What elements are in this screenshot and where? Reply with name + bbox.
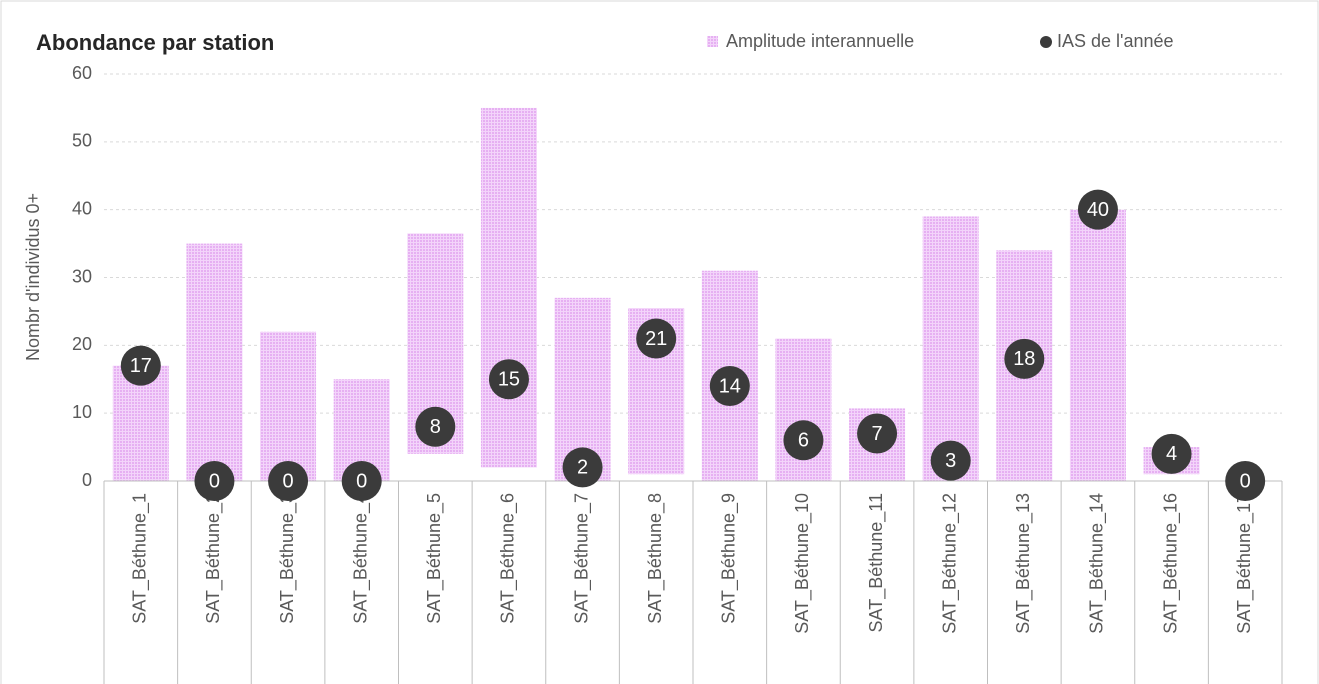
ias-label: 4	[1166, 443, 1177, 465]
ias-dot	[268, 461, 309, 501]
x-tick-label: SAT_Béthune_1	[130, 493, 151, 624]
ias-dot	[930, 440, 971, 481]
ias-dot	[341, 461, 382, 501]
ias-label: 7	[872, 423, 883, 445]
y-tick-label: 30	[72, 266, 92, 286]
x-tick-label: SAT_Béthune_6	[498, 493, 519, 624]
legend-swatch	[1040, 36, 1052, 48]
ias-label: 0	[356, 470, 367, 492]
ias-dot	[857, 413, 898, 454]
range-bar	[186, 243, 243, 481]
x-tick-label: SAT_Béthune_16	[1160, 493, 1181, 634]
y-tick-label: 40	[72, 198, 92, 218]
ias-dot	[1151, 433, 1192, 474]
ias-label: 17	[130, 355, 152, 377]
x-tick-label: SAT_Béthune_2	[203, 493, 224, 624]
ias-label: 21	[645, 328, 667, 350]
range-bar	[260, 331, 317, 481]
x-tick-label: SAT_Béthune_4	[350, 493, 371, 624]
ias-label: 18	[1013, 348, 1035, 370]
legend-swatch	[707, 36, 718, 47]
legend-label: Amplitude interannuelle	[726, 31, 914, 51]
chart-title: Abondance par station	[36, 30, 274, 55]
range-bar	[922, 216, 979, 481]
range-bar	[1069, 209, 1126, 481]
ias-label: 3	[945, 450, 956, 472]
ias-label: 40	[1087, 199, 1109, 221]
range-bar	[480, 107, 537, 468]
x-tick-label: SAT_Béthune_14	[1087, 493, 1108, 634]
ias-dot	[1077, 189, 1118, 230]
y-tick-label: 50	[72, 131, 92, 151]
y-tick-label: 20	[72, 334, 92, 354]
ias-label: 0	[209, 470, 220, 492]
ias-dot	[636, 318, 677, 359]
ias-label: 0	[283, 470, 294, 492]
x-tick-label: SAT_Béthune_11	[866, 493, 887, 632]
ias-dot	[120, 345, 161, 386]
ias-dot	[709, 366, 750, 407]
ias-dot	[1004, 338, 1045, 379]
ias-dot	[488, 359, 529, 400]
ias-label: 15	[498, 369, 520, 391]
x-tick-label: SAT_Béthune_13	[1013, 493, 1034, 634]
x-tick-label: SAT_Béthune_12	[939, 493, 960, 634]
ias-label: 14	[719, 375, 741, 397]
ias-label: 0	[1240, 470, 1251, 492]
x-tick-label: SAT_Béthune_10	[792, 493, 813, 634]
x-tick-label: SAT_Béthune_5	[424, 493, 445, 624]
ias-dot	[415, 406, 456, 447]
ias-dot	[194, 461, 235, 501]
x-tick-label: SAT_Béthune_3	[277, 493, 298, 624]
ias-label: 2	[577, 457, 588, 479]
ias-label: 6	[798, 430, 809, 452]
legend-label: IAS de l'année	[1057, 31, 1174, 51]
ias-dot	[562, 447, 603, 488]
y-tick-label: 0	[82, 470, 92, 490]
ias-dot	[783, 420, 824, 461]
x-tick-label: SAT_Béthune_7	[571, 493, 592, 624]
x-tick-label: SAT_Béthune_8	[645, 493, 666, 624]
y-tick-label: 10	[72, 402, 92, 422]
ias-dot	[1225, 461, 1266, 501]
x-tick-label: SAT_Béthune_17	[1234, 493, 1255, 634]
y-tick-label: 60	[72, 63, 92, 83]
y-axis-title: Nombr d'individus 0+	[23, 193, 43, 361]
ias-label: 8	[430, 416, 441, 438]
x-tick-label: SAT_Béthune_9	[719, 493, 740, 624]
